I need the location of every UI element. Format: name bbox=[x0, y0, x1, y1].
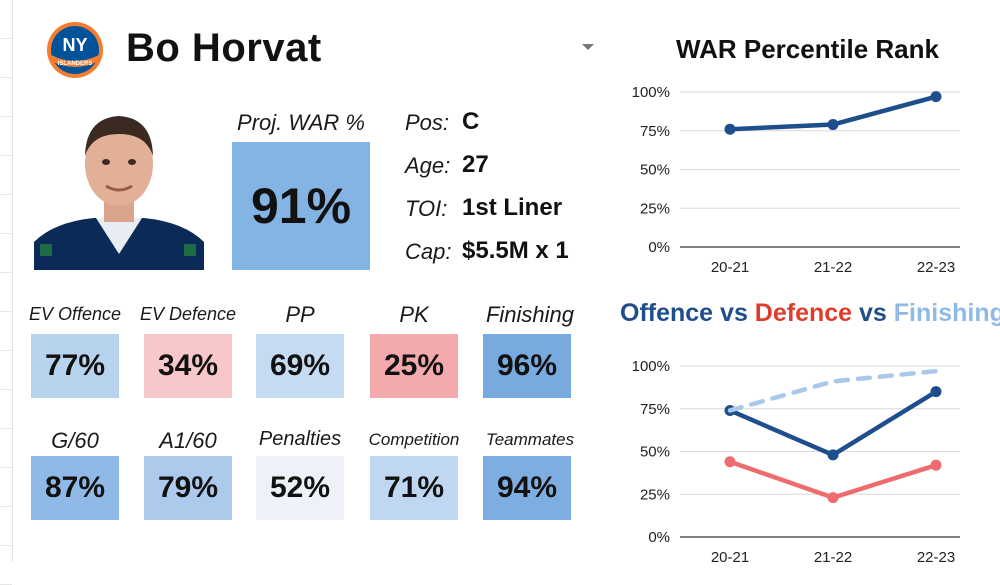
stat-label-penalties: Penalties bbox=[258, 428, 342, 450]
stat-value-teammates: 94% bbox=[483, 456, 571, 520]
data-point bbox=[930, 386, 942, 398]
stat-label-teammates: Teammates bbox=[485, 430, 575, 449]
stat-label-ev-defence: EV Defence bbox=[139, 304, 237, 324]
x-tick-label: 21-22 bbox=[814, 259, 852, 276]
stat-label-g60: G/60 bbox=[51, 428, 99, 453]
chevron-down-icon[interactable] bbox=[582, 44, 594, 50]
info-value-toi: 1st Liner bbox=[462, 194, 563, 221]
player-headshot-icon bbox=[34, 104, 204, 270]
y-tick-label: 25% bbox=[640, 486, 670, 503]
chart-title-war-rank: WAR Percentile Rank bbox=[676, 34, 939, 64]
stat-value-ev-offence: 77% bbox=[31, 334, 119, 398]
proj-war-label: Proj. WAR % bbox=[237, 110, 365, 135]
stat-value-competition: 71% bbox=[370, 456, 458, 520]
data-point bbox=[724, 456, 736, 468]
x-tick-label: 22-23 bbox=[917, 549, 955, 562]
info-value-cap: $5.5M x 1 bbox=[462, 237, 569, 264]
stat-label-pk: PK bbox=[399, 302, 429, 327]
y-tick-label: 75% bbox=[640, 401, 670, 418]
y-tick-label: 100% bbox=[632, 358, 670, 375]
stat-value-finishing: 96% bbox=[483, 334, 571, 398]
info-label-cap: Cap: bbox=[405, 239, 452, 264]
title-vs-2: vs bbox=[852, 299, 894, 327]
stat-label-finishing: Finishing bbox=[485, 302, 575, 327]
logo-subtext: ISLANDERS bbox=[58, 61, 93, 67]
series-line-2 bbox=[727, 368, 939, 413]
y-tick-label: 75% bbox=[640, 123, 670, 140]
info-value-age: 27 bbox=[462, 151, 489, 178]
title-finishing: Finishing bbox=[893, 299, 1000, 327]
data-point bbox=[827, 119, 839, 131]
title-defence: Defence bbox=[754, 299, 853, 327]
data-point bbox=[930, 459, 942, 471]
stat-value-g60: 87% bbox=[31, 456, 119, 520]
y-tick-label: 25% bbox=[640, 200, 670, 217]
info-label-age: Age: bbox=[405, 153, 451, 178]
stat-value-pk: 25% bbox=[370, 334, 458, 398]
info-label-toi: TOI: bbox=[405, 196, 448, 221]
title-offence: Offence bbox=[620, 299, 714, 327]
y-tick-label: 0% bbox=[648, 529, 670, 546]
y-tick-label: 0% bbox=[648, 239, 670, 256]
stat-label-competition: Competition bbox=[368, 430, 460, 449]
player-name: Bo Horvat bbox=[126, 26, 322, 70]
stat-value-pp: 69% bbox=[256, 334, 344, 398]
info-value-pos: C bbox=[462, 108, 480, 135]
x-tick-label: 20-21 bbox=[711, 259, 749, 276]
stat-value-a160: 79% bbox=[144, 456, 232, 520]
title-vs-1: vs bbox=[713, 299, 755, 327]
y-tick-label: 100% bbox=[632, 84, 670, 101]
stat-label-a160: A1/60 bbox=[159, 428, 217, 453]
chart-title-offence-defence-finishing: Offence vs Defence vs Finishing bbox=[620, 299, 1000, 328]
war-percentile-chart: 0% 25% 50% 75% 100% 20-21 21-22 22-23 bbox=[632, 84, 960, 276]
x-tick-label: 22-23 bbox=[917, 259, 955, 276]
info-label-pos: Pos: bbox=[405, 110, 450, 135]
y-tick-label: 50% bbox=[640, 162, 670, 179]
x-tick-label: 21-22 bbox=[814, 549, 852, 562]
offence-defence-finishing-chart: 0% 25% 50% 75% 100% 20-21 21-22 22-23 bbox=[632, 358, 960, 562]
logo-text: NY bbox=[62, 35, 87, 55]
proj-war-value: 91% bbox=[232, 142, 370, 270]
stat-label-ev-offence: EV Offence bbox=[28, 304, 122, 324]
y-tick-label: 50% bbox=[640, 444, 670, 461]
x-tick-label: 20-21 bbox=[711, 549, 749, 562]
data-point bbox=[724, 123, 736, 135]
data-point bbox=[930, 91, 942, 103]
stat-value-penalties: 52% bbox=[256, 456, 344, 520]
stat-value-ev-defence: 34% bbox=[144, 334, 232, 398]
spreadsheet-column-line bbox=[12, 0, 13, 562]
data-point bbox=[827, 492, 839, 504]
ny-islanders-logo-icon: NY ISLANDERS bbox=[47, 22, 103, 78]
data-point bbox=[827, 449, 839, 461]
stat-label-pp: PP bbox=[285, 302, 315, 327]
spreadsheet-row-lines bbox=[0, 0, 12, 585]
